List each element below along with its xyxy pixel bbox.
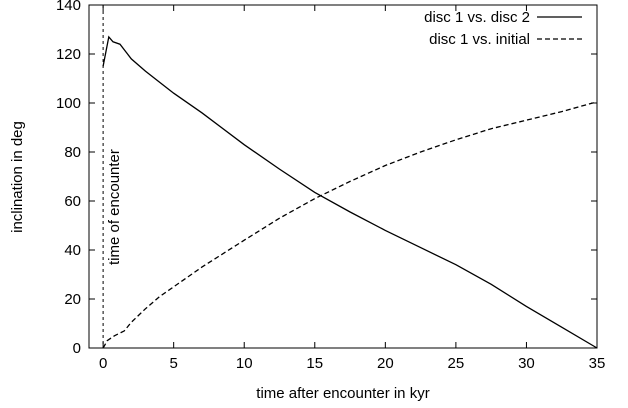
y-tick-label: 100 [56, 95, 81, 112]
y-tick-label: 80 [64, 144, 81, 161]
x-tick-label: 30 [518, 355, 535, 372]
y-axis-label: inclination in deg [9, 121, 26, 233]
plot-frame [88, 4, 598, 349]
y-tick-label: 40 [64, 242, 81, 259]
series-line-1 [102, 35, 598, 349]
x-axis-label: time after encounter in kyr [256, 385, 429, 402]
legend-label-2: disc 1 vs. initial [429, 31, 530, 48]
encounter-label: time of encounter [106, 149, 123, 265]
x-tick-label: 0 [99, 355, 107, 372]
y-tick-label: 60 [64, 193, 81, 210]
y-tick-label: 0 [73, 340, 81, 357]
x-tick-label: 20 [377, 355, 394, 372]
legend: disc 1 vs. disc 2 disc 1 vs. initial [424, 9, 582, 48]
y-tick-label: 140 [56, 0, 81, 14]
y-tick-label: 120 [56, 46, 81, 63]
series-line-2 [102, 101, 598, 349]
series-layer [102, 35, 598, 349]
x-tick-label: 25 [448, 355, 465, 372]
x-tick-label: 5 [169, 355, 177, 372]
annotation-layer: time of encounter [102, 5, 123, 348]
legend-label-1: disc 1 vs. disc 2 [424, 9, 530, 26]
y-tick-label: 20 [64, 291, 81, 308]
x-tick-label: 10 [236, 355, 253, 372]
x-tick-label: 15 [306, 355, 323, 372]
x-tick-label: 35 [589, 355, 606, 372]
axis-ticks: 0 20 40 60 80 100 120 140 0 5 10 15 20 25 30 35 [56, 0, 605, 372]
